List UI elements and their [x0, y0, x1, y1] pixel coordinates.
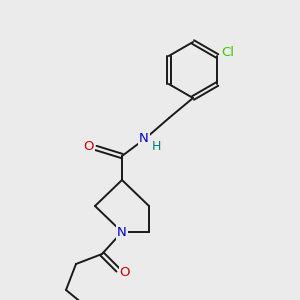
Text: H: H [151, 140, 161, 152]
Text: O: O [120, 266, 130, 280]
Text: N: N [139, 131, 149, 145]
Text: O: O [84, 140, 94, 152]
Text: Cl: Cl [222, 46, 235, 59]
Text: N: N [117, 226, 127, 238]
